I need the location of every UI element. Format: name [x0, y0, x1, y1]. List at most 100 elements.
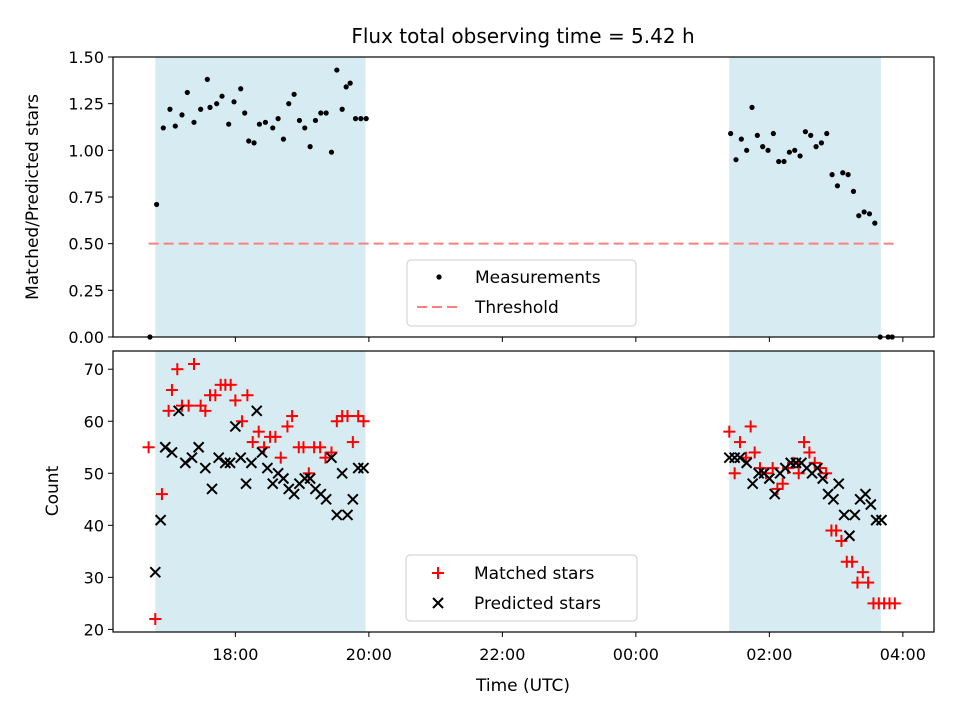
measurement-point [866, 211, 873, 217]
top-panel: 0.00 0.25 0.50 0.75 1.00 1.25 1.50 Matched/Pre… [23, 48, 935, 347]
measurement-point [770, 130, 776, 137]
measurement-point [242, 110, 248, 116]
matched-star-point [723, 425, 736, 438]
predicted-star-point [212, 451, 225, 464]
predicted-star-point [288, 488, 300, 500]
measurement-point [280, 136, 287, 142]
observing-span-1 [729, 57, 881, 337]
predicted-star-point [179, 457, 192, 469]
measurement-point [802, 129, 808, 135]
measurement-point [179, 112, 185, 118]
predicted-star-point [320, 493, 332, 506]
predicted-star-point [357, 462, 370, 474]
predicted-star-point [192, 441, 205, 453]
matched-star-point [149, 612, 162, 625]
measurement-point [343, 84, 349, 90]
measurement-point [733, 157, 739, 163]
y-tick-label: 40 [84, 516, 104, 535]
bottom-legend-box [405, 554, 638, 622]
matched-star-point [803, 446, 816, 459]
observing-span-0 [155, 57, 366, 337]
measurement-point [307, 144, 313, 150]
measurement-point [172, 123, 178, 129]
predicted-star-point [817, 472, 829, 485]
measurement-point [363, 116, 369, 122]
matched-star-point [830, 524, 843, 537]
bottom-legend: Matched stars Predicted stars [405, 554, 638, 622]
matched-star-point [269, 430, 282, 443]
measurement-point [792, 147, 798, 153]
measurement-point [238, 86, 244, 92]
predicted-star-point [172, 405, 185, 417]
measurement-point [184, 89, 190, 96]
matched-star-point [182, 399, 195, 412]
predicted-star-point [235, 451, 247, 464]
legend-matched-label: Matched stars [474, 564, 594, 584]
predicted-star-point [827, 493, 840, 506]
predicted-star-point [186, 451, 198, 464]
measurement-point [160, 125, 166, 131]
y-tick-label: 50 [84, 464, 104, 483]
measurement-point [738, 136, 744, 142]
matched-star-point [776, 477, 789, 490]
predicted-star-point [341, 509, 354, 521]
measurement-point [358, 116, 364, 122]
predicted-star-point [256, 446, 268, 459]
measurement-point [728, 130, 734, 137]
predicted-star-point [199, 462, 212, 474]
predicted-star-point [859, 488, 872, 500]
top-measurement-points [147, 67, 895, 340]
predicted-star-point [833, 477, 845, 490]
matched-star-point [209, 389, 222, 402]
measurement-point [296, 117, 303, 124]
measurement-point [291, 91, 297, 97]
predicted-star-point [245, 457, 258, 469]
measurement-point [856, 213, 862, 219]
legend-predicted-label: Predicted stars [474, 594, 601, 614]
bottom-panel: 20 30 40 50 60 70 18:00 20:00 22:00 00:00 02:00 04… [43, 350, 935, 696]
predicted-star-point [261, 462, 274, 474]
measurement-point [850, 188, 857, 194]
matched-star-point [162, 404, 175, 417]
measurement-point [198, 106, 204, 112]
predicted-star-point [843, 530, 856, 542]
matched-star-point [856, 566, 869, 579]
predicted-star-point [277, 472, 290, 485]
legend-predicted-marker [432, 597, 444, 609]
legend-measurements-marker [436, 274, 442, 280]
predicted-star-point [304, 472, 316, 485]
measurement-point [872, 220, 878, 226]
measurement-point [251, 140, 257, 146]
matched-star-point [246, 436, 259, 449]
matched-star-point [341, 410, 354, 423]
predicted-star-point [219, 457, 232, 469]
matched-star-point [241, 389, 254, 402]
predicted-star-point [763, 472, 776, 485]
measurement-point [781, 158, 787, 165]
predicted-star-point [740, 457, 753, 469]
top-y-axis-label: Matched/Predicted stars [23, 94, 43, 300]
x-tick-label: 18:00 [212, 645, 258, 664]
x-axis-label: Time (UTC) [475, 676, 570, 696]
predicted-star-point [240, 477, 252, 490]
top-y-ticks: 0.00 0.25 0.50 0.75 1.00 1.25 1.50 [68, 48, 113, 347]
measurement-point [813, 144, 819, 150]
matched-star-point [319, 451, 332, 464]
matched-star-point [224, 378, 237, 391]
measurement-point [323, 110, 329, 116]
measurement-point [347, 80, 353, 86]
matched-star-point [199, 404, 212, 417]
observing-span-0 [155, 351, 366, 632]
matched-star-point [236, 415, 249, 428]
measurement-point [275, 116, 281, 122]
y-tick-label: 0.75 [68, 188, 104, 207]
matched-star-point [357, 415, 370, 428]
measurement-point [352, 116, 359, 122]
matched-star-point [728, 467, 741, 480]
measurement-point [226, 121, 232, 127]
matched-star-point [314, 441, 327, 454]
matched-star-point [798, 436, 811, 449]
measurement-point [207, 104, 213, 110]
measurement-point [760, 144, 766, 150]
